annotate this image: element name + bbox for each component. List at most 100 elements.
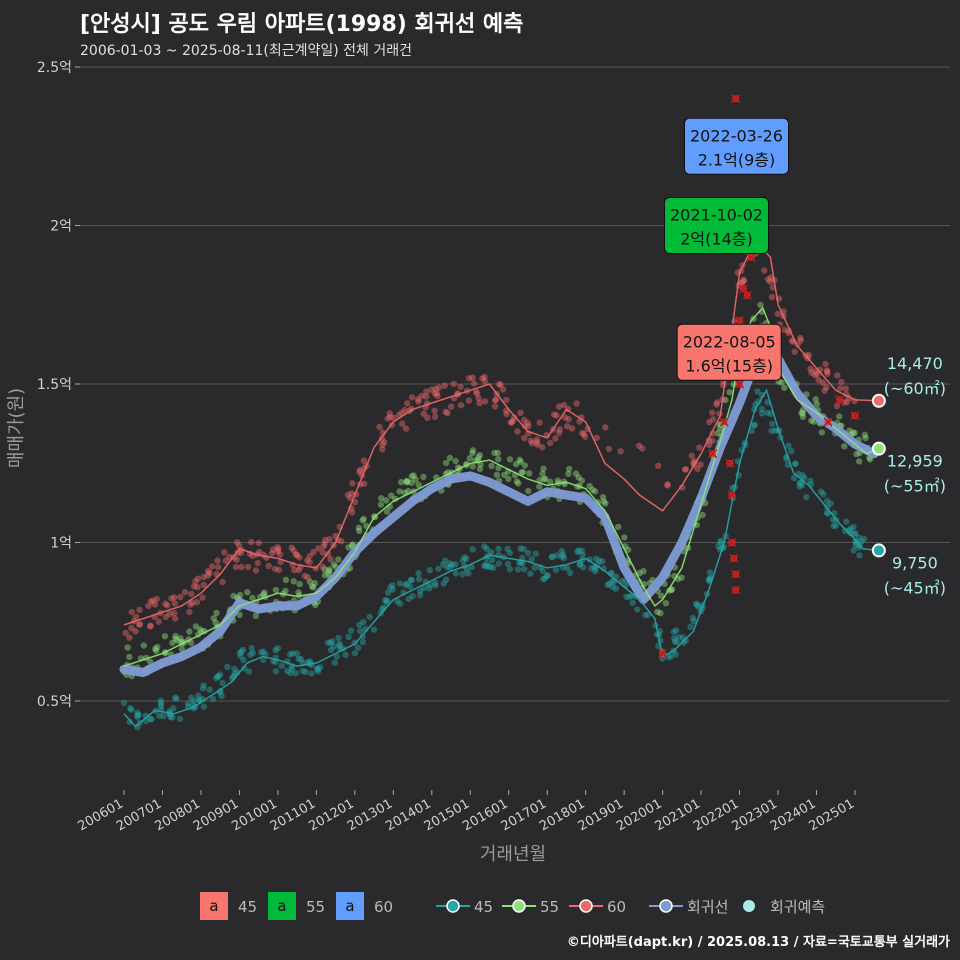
scatter-point-45 [675, 634, 683, 641]
scatter-point-45 [843, 518, 850, 525]
scatter-point-45 [506, 566, 514, 573]
scatter-point-60 [401, 406, 408, 414]
scatter-point-55 [249, 594, 256, 602]
scatter-point-45 [576, 560, 584, 567]
legend-label-text-60: 60 [374, 898, 393, 916]
scatter-point-60 [838, 378, 845, 386]
scatter-point-45 [852, 530, 859, 537]
scatter-point-55 [360, 515, 367, 523]
scatter-point-60 [171, 594, 178, 601]
scatter-point-60 [222, 557, 229, 564]
scatter-point-45 [444, 564, 451, 571]
scatter-point-60 [688, 452, 695, 459]
scatter-point-45 [302, 668, 309, 675]
scatter-point-55 [197, 626, 204, 633]
scatter-point-60 [188, 590, 195, 598]
scatter-point-45 [488, 549, 495, 556]
scatter-point-45 [832, 522, 840, 529]
scatter-point-60 [252, 567, 260, 574]
scatter-point-45 [788, 447, 795, 455]
scatter-point-60 [536, 419, 543, 426]
scatter-point-60 [320, 543, 327, 550]
scatter-point-55 [515, 480, 522, 487]
scatter-point-45 [366, 613, 373, 620]
scatter-point-60 [235, 542, 243, 549]
scatter-point-45 [521, 566, 528, 573]
scatter-point-55 [169, 639, 176, 647]
scatter-point-60 [399, 420, 406, 427]
scatter-point-60 [774, 310, 781, 317]
scatter-point-45 [612, 585, 620, 592]
scatter-point-60 [503, 410, 510, 418]
highlight-cross [708, 449, 718, 459]
legend-label-swatch-45 [200, 892, 228, 920]
scatter-point-55 [566, 465, 573, 473]
scatter-point-45 [308, 670, 315, 677]
scatter-point-45 [670, 628, 677, 636]
scatter-point-45 [830, 522, 837, 530]
scatter-point-45 [134, 709, 141, 716]
scatter-point-60 [404, 400, 411, 407]
scatter-point-60 [415, 396, 422, 403]
scatter-point-45 [172, 694, 179, 701]
scatter-point-55 [404, 478, 411, 485]
scatter-point-45 [665, 653, 672, 661]
scatter-point-60 [153, 595, 160, 603]
scatter-point-60 [521, 422, 529, 430]
scatter-point-45 [188, 694, 195, 701]
highlight-cross [735, 379, 745, 389]
scatter-point-60 [509, 417, 517, 424]
scatter-point-55 [658, 592, 665, 599]
scatter-point-55 [849, 429, 857, 436]
scatter-point-60 [450, 380, 457, 388]
scatter-point-60 [709, 409, 716, 416]
scatter-point-45 [599, 558, 606, 565]
scatter-point-60 [418, 392, 425, 400]
scatter-point-45 [850, 523, 857, 531]
scatter-point-45 [506, 549, 514, 556]
scatter-point-55 [516, 456, 523, 463]
scatter-point-45 [689, 614, 697, 621]
scatter-point-45 [680, 639, 687, 646]
scatter-point-55 [446, 454, 454, 462]
scatter-point-60 [568, 425, 576, 432]
legend-marker-0 [446, 899, 460, 913]
scatter-point-60 [376, 423, 383, 431]
scatter-point-45 [195, 692, 202, 699]
prediction-endpoints: 9,750 (~45㎡) 12,959 (~55㎡) 14,470 (~60㎡) [871, 354, 946, 597]
scatter-point-60 [497, 381, 504, 389]
scatter-point-60 [837, 385, 844, 392]
scatter-point-55 [526, 470, 533, 477]
scatter-point-55 [714, 429, 721, 437]
scatter-point-55 [866, 456, 874, 463]
scatter-point-60 [527, 437, 535, 444]
scatter-point-60 [360, 457, 368, 464]
scatter-point-55 [383, 508, 391, 515]
scatter-point-60 [319, 549, 326, 556]
scatter-point-60 [310, 549, 317, 556]
scatter-point-45 [292, 670, 299, 677]
legend-label-glyph: a [345, 897, 354, 915]
scatter-point-60 [274, 548, 281, 555]
scatter-point-45 [336, 640, 343, 648]
scatter-point-60 [290, 547, 297, 554]
scatter-point-60 [564, 423, 571, 430]
legend-label-text-55: 55 [306, 898, 325, 916]
scatter-point-55 [862, 434, 869, 442]
prediction-area-45: (~45㎡) [884, 578, 946, 597]
scatter-point-45 [157, 700, 165, 707]
scatter-point-60 [476, 399, 483, 407]
scatter-point-55 [466, 455, 473, 462]
annotation-price: 1.6억(15층) [685, 356, 773, 375]
scatter-point-45 [588, 565, 595, 572]
scatter-point-55 [306, 578, 313, 585]
scatter-point-60 [655, 462, 662, 469]
scatter-point-60 [465, 397, 473, 404]
scatter-point-55 [493, 471, 501, 478]
scatter-point-60 [580, 430, 588, 438]
prediction-point-45 [871, 543, 886, 558]
scatter-point-45 [272, 647, 279, 654]
scatter-point-60 [533, 436, 541, 443]
scatter-point-60 [555, 403, 563, 410]
highlight-cross [731, 94, 741, 104]
